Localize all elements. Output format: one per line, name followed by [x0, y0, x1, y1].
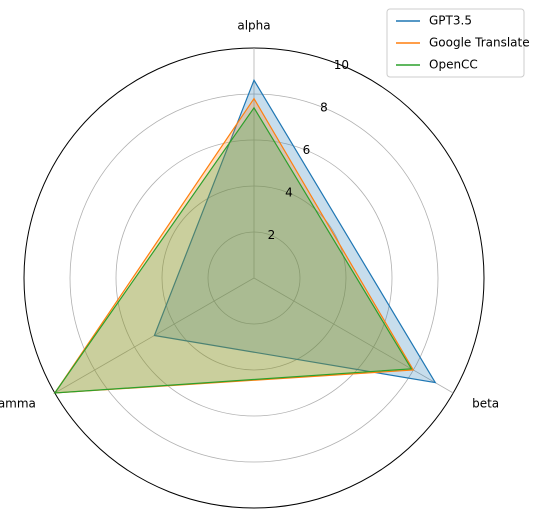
polar-grid	[23, 47, 485, 509]
legend-label: GPT3.5	[429, 14, 472, 28]
legend-label: Google Translate	[429, 36, 530, 50]
axis-label-gamma: gamma	[0, 396, 36, 410]
radial-tick-label: 10	[334, 58, 349, 72]
series-polygon-opencc	[53, 106, 413, 394]
radial-tick-label: 2	[268, 228, 276, 242]
series-polygon-google-translate	[53, 97, 415, 394]
legend-label: OpenCC	[429, 58, 478, 72]
legend: GPT3.5 Google Translate OpenCC	[386, 8, 530, 78]
legend-box	[386, 8, 525, 78]
axis-label-beta: beta	[472, 396, 499, 410]
radial-tick-label: 6	[303, 143, 311, 157]
series-polygons	[53, 78, 437, 394]
radial-tick-label: 4	[285, 185, 293, 199]
series-polygon-gpt3-5	[153, 78, 437, 384]
axis-labels: 2 4 6 8 10 alpha beta gamma	[0, 19, 499, 411]
spoke-line	[253, 277, 454, 394]
axis-label-alpha: alpha	[237, 19, 270, 33]
radial-tick-label: 8	[320, 100, 328, 114]
